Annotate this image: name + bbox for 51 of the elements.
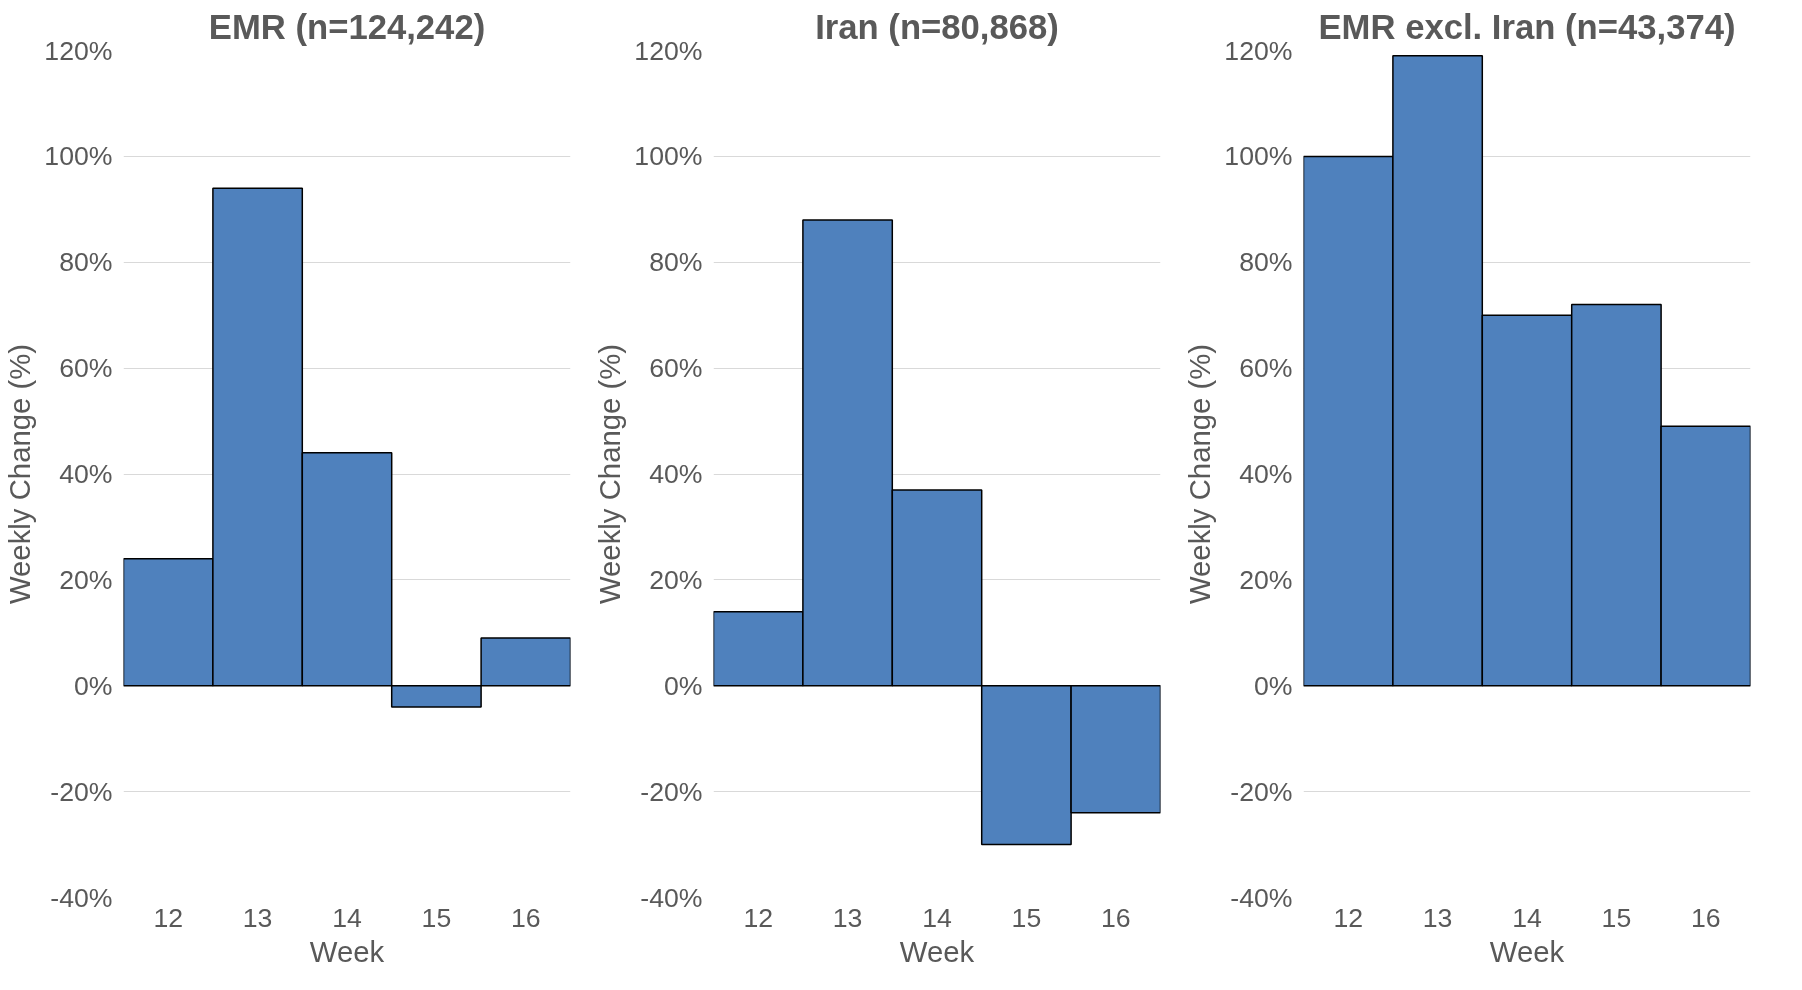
x-tick-label: 12 — [1333, 902, 1364, 933]
x-tick-label: 13 — [1422, 902, 1453, 933]
y-axis-title: Weekly Change (%) — [3, 343, 37, 605]
y-axis-title: Weekly Change (%) — [593, 343, 627, 605]
y-tick-label: 0% — [73, 670, 113, 701]
y-tick-label: 100% — [634, 141, 703, 172]
x-tick-label: 12 — [743, 902, 774, 933]
x-tick-label: 15 — [421, 902, 452, 933]
y-axis-title: Weekly Change (%) — [1183, 343, 1217, 605]
x-tick-label: 16 — [510, 902, 541, 933]
x-axis-title: Week — [1489, 934, 1565, 968]
chart-title: EMR (n=124,242) — [208, 7, 486, 46]
y-tick-label: 80% — [649, 247, 703, 278]
y-tick-label: 60% — [649, 353, 703, 384]
x-tick-label: 13 — [242, 902, 273, 933]
x-tick-label: 13 — [832, 902, 863, 933]
y-tick-label: 120% — [44, 35, 113, 66]
y-tick-label: -20% — [50, 776, 113, 807]
x-tick-label: 15 — [1601, 902, 1632, 933]
y-tick-label: 60% — [1239, 353, 1293, 384]
y-tick-label: 20% — [649, 564, 703, 595]
y-tick-label: 40% — [59, 459, 113, 489]
y-tick-label: 40% — [1239, 459, 1293, 489]
y-tick-label: -40% — [1230, 882, 1293, 913]
y-tick-label: 120% — [1224, 35, 1293, 66]
y-tick-label: 80% — [59, 247, 113, 278]
y-tick-label: -20% — [1230, 776, 1293, 807]
x-axis-title: Week — [309, 934, 385, 968]
x-tick-label: 14 — [922, 902, 952, 933]
y-tick-label: 60% — [59, 353, 113, 384]
x-axis-title: Week — [899, 934, 975, 968]
y-tick-label: 0% — [663, 670, 703, 701]
chart-title: EMR excl. Iran (n=43,374) — [1318, 7, 1736, 46]
y-tick-label: 0% — [1253, 670, 1293, 701]
x-tick-label: 16 — [1100, 902, 1131, 933]
x-tick-label: 14 — [332, 902, 362, 933]
y-tick-label: 20% — [1239, 564, 1293, 595]
y-tick-label: 100% — [44, 141, 113, 172]
chart-title: Iran (n=80,868) — [815, 7, 1059, 46]
y-tick-label: 100% — [1224, 141, 1293, 172]
y-tick-label: -40% — [640, 882, 703, 913]
y-tick-label: 120% — [634, 35, 703, 66]
y-tick-label: -40% — [50, 882, 113, 913]
y-tick-label: 20% — [59, 564, 113, 595]
y-tick-label: -20% — [640, 776, 703, 807]
y-tick-label: 80% — [1239, 247, 1293, 278]
x-tick-label: 16 — [1690, 902, 1721, 933]
x-tick-label: 14 — [1512, 902, 1542, 933]
y-tick-label: 40% — [649, 459, 703, 489]
x-tick-label: 15 — [1011, 902, 1042, 933]
x-tick-label: 12 — [153, 902, 184, 933]
